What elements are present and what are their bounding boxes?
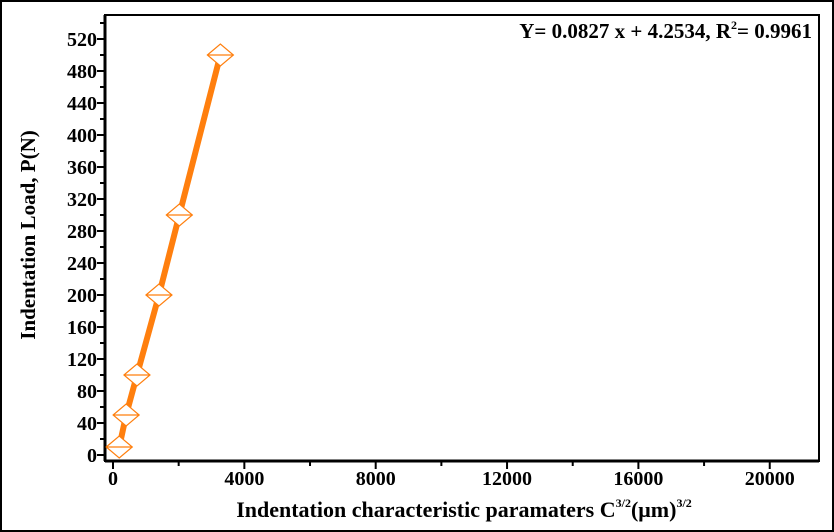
y-tick-label: 400 bbox=[67, 125, 97, 147]
y-tick-label: 520 bbox=[67, 29, 97, 51]
x-tick-label: 20000 bbox=[745, 468, 795, 490]
y-tick-label: 120 bbox=[67, 349, 97, 371]
y-tick-label: 40 bbox=[77, 413, 97, 435]
x-tick-label: 4000 bbox=[224, 468, 264, 490]
y-axis-label: Indentation Load, P(N) bbox=[16, 130, 40, 339]
y-tick-label: 240 bbox=[67, 253, 97, 275]
series-line bbox=[116, 52, 224, 450]
y-tick-label: 80 bbox=[77, 381, 97, 403]
y-tick-label: 200 bbox=[67, 285, 97, 307]
x-axis-label: Indentation characteristic paramaters C3… bbox=[236, 496, 692, 522]
x-tick-label: 8000 bbox=[356, 468, 396, 490]
y-tick-label: 160 bbox=[67, 317, 97, 339]
y-tick-label: 320 bbox=[67, 189, 97, 211]
y-tick-label: 0 bbox=[87, 445, 97, 467]
y-tick-label: 480 bbox=[67, 61, 97, 83]
x-tick-label: 16000 bbox=[613, 468, 663, 490]
y-tick-label: 440 bbox=[67, 93, 97, 115]
x-tick-label: 12000 bbox=[482, 468, 532, 490]
y-tick-label: 280 bbox=[67, 221, 97, 243]
fit-equation: Y= 0.0827 x + 4.2534, R2= 0.9961 bbox=[519, 18, 812, 43]
x-tick-label: 0 bbox=[108, 468, 118, 490]
y-tick-label: 360 bbox=[67, 157, 97, 179]
